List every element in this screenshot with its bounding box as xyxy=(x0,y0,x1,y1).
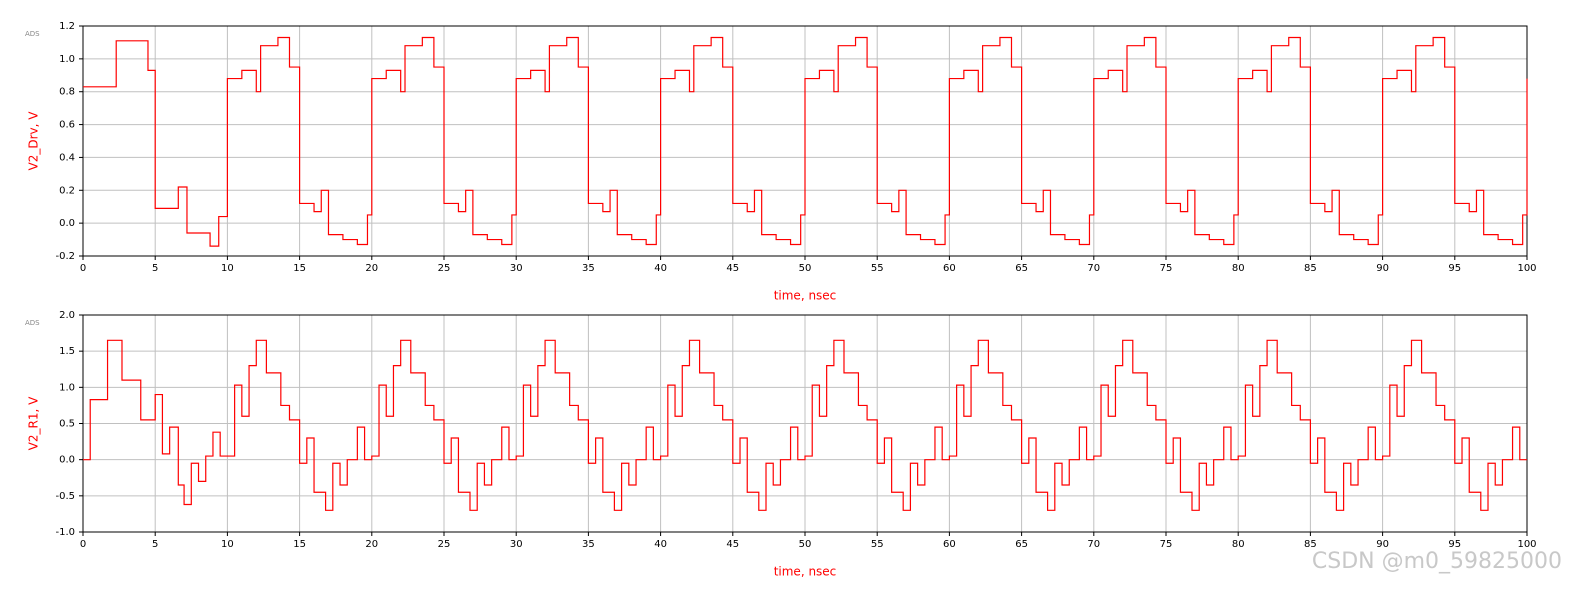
x-tick-label: 40 xyxy=(654,539,667,550)
y-tick-label: 0.8 xyxy=(59,87,75,98)
x-tick-label: 95 xyxy=(1448,539,1461,550)
x-tick-label: 95 xyxy=(1448,263,1461,274)
y-axis-label: V2_R1, V xyxy=(27,396,41,450)
x-tick-label: 45 xyxy=(726,539,739,550)
x-tick-label: 60 xyxy=(943,263,956,274)
y-tick-label: 0.6 xyxy=(59,120,75,131)
plot-frame xyxy=(82,314,1528,533)
y-axis-label: V2_Drv, V xyxy=(27,111,41,171)
x-tick-label: 70 xyxy=(1087,539,1100,550)
y-tick-label: 0.5 xyxy=(59,419,75,430)
x-tick-label: 35 xyxy=(582,263,595,274)
x-tick-label: 85 xyxy=(1304,539,1317,550)
x-tick-label: 100 xyxy=(1517,539,1536,550)
x-axis-label: time, nsec xyxy=(774,289,837,303)
x-tick-label: 15 xyxy=(293,263,306,274)
x-tick-label: 75 xyxy=(1160,263,1173,274)
x-tick-label: 25 xyxy=(438,539,451,550)
x-tick-label: 85 xyxy=(1304,263,1317,274)
x-tick-label: 10 xyxy=(221,263,234,274)
x-tick-label: 50 xyxy=(799,263,812,274)
series-line xyxy=(83,339,1527,511)
y-tick-label: 1.0 xyxy=(59,382,75,393)
x-tick-label: 20 xyxy=(365,539,378,550)
x-tick-label: 90 xyxy=(1376,539,1389,550)
x-tick-label: 80 xyxy=(1232,263,1245,274)
series-line xyxy=(83,36,1528,247)
x-tick-label: 70 xyxy=(1087,263,1100,274)
x-tick-label: 100 xyxy=(1517,263,1536,274)
badge: ADS xyxy=(25,319,40,327)
x-tick-label: 20 xyxy=(365,263,378,274)
y-tick-label: 0.4 xyxy=(59,152,75,163)
x-tick-label: 40 xyxy=(654,263,667,274)
x-tick-label: 50 xyxy=(799,539,812,550)
watermark: CSDN @m0_59825000 xyxy=(1312,549,1562,574)
x-tick-label: 65 xyxy=(1015,539,1028,550)
x-tick-label: 90 xyxy=(1376,263,1389,274)
badge: ADS xyxy=(25,30,40,38)
y-tick-label: -1.0 xyxy=(55,527,75,538)
y-tick-label: 0.0 xyxy=(59,218,75,229)
x-tick-label: 65 xyxy=(1015,263,1028,274)
x-tick-label: 45 xyxy=(726,263,739,274)
x-tick-label: 15 xyxy=(293,539,306,550)
x-tick-label: 30 xyxy=(510,539,523,550)
x-tick-label: 30 xyxy=(510,263,523,274)
x-tick-label: 35 xyxy=(582,539,595,550)
y-tick-label: 2.0 xyxy=(59,310,75,321)
x-tick-label: 60 xyxy=(943,539,956,550)
x-tick-label: 5 xyxy=(152,539,158,550)
x-tick-label: 0 xyxy=(80,263,86,274)
x-tick-label: 55 xyxy=(871,539,884,550)
x-tick-label: 25 xyxy=(438,263,451,274)
y-tick-label: -0.5 xyxy=(55,491,75,502)
x-tick-label: 5 xyxy=(152,263,158,274)
x-axis-label: time, nsec xyxy=(774,565,837,579)
x-tick-label: 10 xyxy=(221,539,234,550)
y-tick-label: 1.2 xyxy=(59,21,75,32)
x-tick-label: 80 xyxy=(1232,539,1245,550)
y-tick-label: 1.0 xyxy=(59,54,75,65)
y-tick-label: 0.0 xyxy=(59,455,75,466)
x-tick-label: 0 xyxy=(80,539,86,550)
y-tick-label: -0.2 xyxy=(55,251,75,262)
x-tick-label: 75 xyxy=(1160,539,1173,550)
y-tick-label: 0.2 xyxy=(59,185,75,196)
x-tick-label: 55 xyxy=(871,263,884,274)
y-tick-label: 1.5 xyxy=(59,346,75,357)
